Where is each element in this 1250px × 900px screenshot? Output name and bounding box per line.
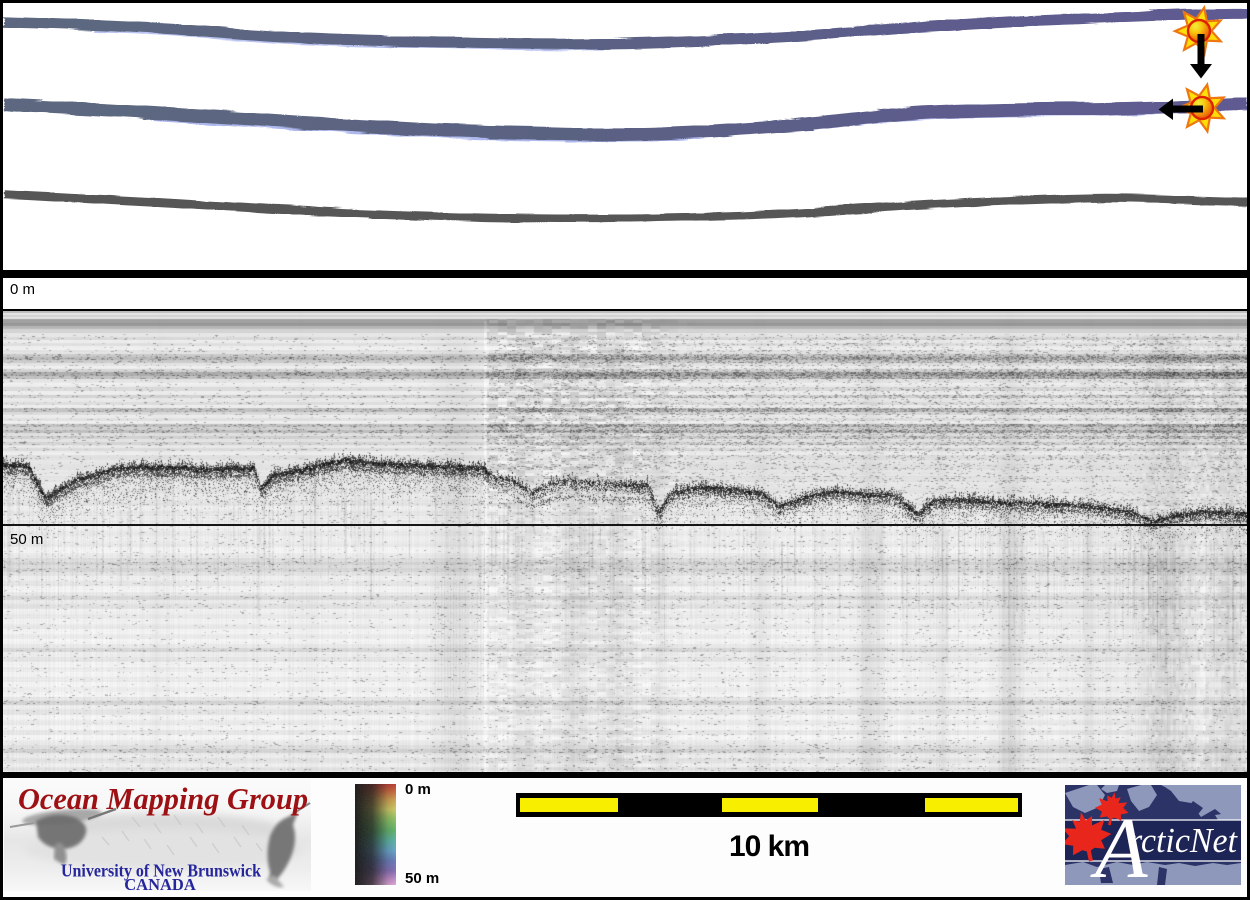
svg-text:A: A [1090, 800, 1148, 885]
svg-text:Ocean Mapping Group: Ocean Mapping Group [18, 781, 308, 816]
svg-text:CANADA: CANADA [124, 875, 196, 891]
svg-text:University of New Brunswick: University of New Brunswick [61, 861, 261, 881]
svg-text:rcticNet: rcticNet [1129, 821, 1238, 860]
